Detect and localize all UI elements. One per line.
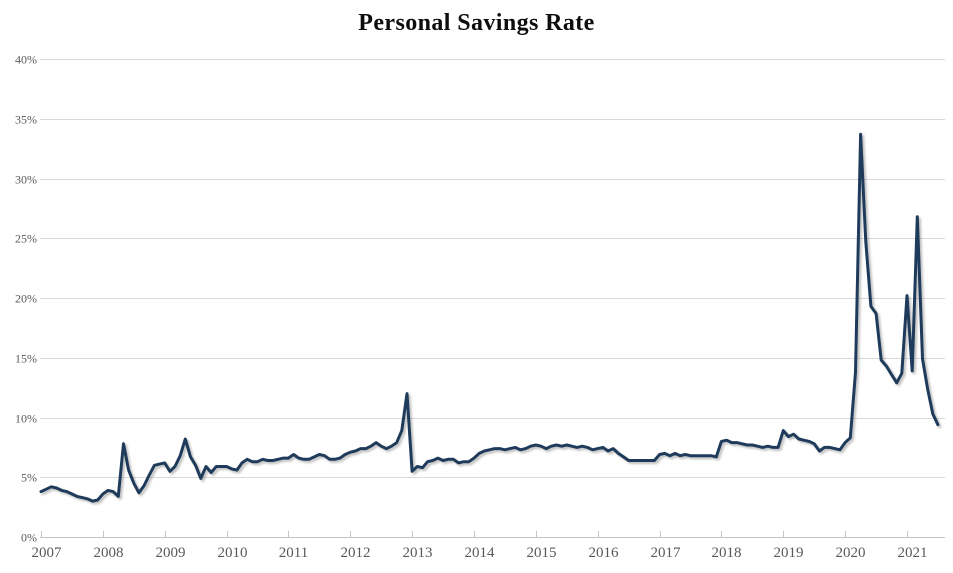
x-axis-year-label: 2017 <box>651 545 682 561</box>
x-axis-year-label: 2020 <box>836 545 866 561</box>
y-axis-tick-label: 20% <box>15 292 37 306</box>
y-axis-tick-label: 35% <box>15 113 37 127</box>
x-axis-year-label: 2015 <box>527 545 557 561</box>
x-axis-year-label: 2007 <box>32 545 63 561</box>
x-axis-year-label: 2009 <box>156 545 186 561</box>
x-axis-year-label: 2011 <box>279 545 308 561</box>
y-axis-tick-label: 15% <box>15 352 37 366</box>
x-axis-year-label: 2010 <box>218 545 248 561</box>
x-axis-year-label: 2019 <box>774 545 804 561</box>
y-axis-tick-label: 10% <box>15 412 37 426</box>
x-axis-year-label: 2012 <box>341 545 371 561</box>
y-axis-tick-label: 0% <box>21 531 37 545</box>
y-axis-tick-label: 5% <box>21 471 37 485</box>
y-axis-tick-label: 40% <box>15 53 37 67</box>
x-axis-year-label: 2014 <box>465 545 496 561</box>
x-axis-year-label: 2013 <box>403 545 433 561</box>
x-axis-year-label: 2008 <box>94 545 124 561</box>
chart-title: Personal Savings Rate <box>358 10 595 36</box>
y-axis-tick-label: 30% <box>15 173 37 187</box>
x-axis-year-label: 2016 <box>589 545 620 561</box>
y-axis-tick-label: 25% <box>15 232 37 246</box>
x-axis-year-label: 2021 <box>898 545 928 561</box>
savings-rate-line <box>39 132 940 503</box>
x-axis-year-label: 2018 <box>712 545 742 561</box>
